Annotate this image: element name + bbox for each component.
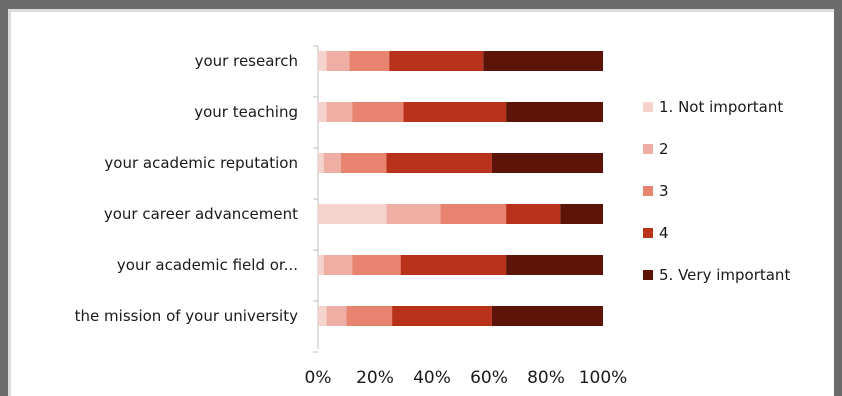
legend-swatch: [643, 186, 653, 196]
bar-segment: [349, 51, 390, 71]
legend-swatch: [643, 228, 653, 238]
bar-segment: [392, 306, 492, 326]
legend-label: 5. Very important: [659, 266, 790, 284]
bar-segment: [340, 153, 387, 173]
category-label: the mission of your university: [75, 307, 298, 325]
category-labels: your research your teaching your academic …: [75, 52, 298, 325]
bar-segment: [403, 102, 507, 122]
bar-segment: [386, 153, 492, 173]
legend-swatch: [643, 144, 653, 154]
bar-segment: [491, 153, 603, 173]
x-tick-label: 100%: [579, 368, 628, 388]
legend-label: 3: [659, 182, 669, 200]
bar-segment: [506, 102, 603, 122]
x-tick-label: 20%: [356, 368, 394, 388]
bar-segment: [326, 51, 350, 71]
x-tick-label: 40%: [413, 368, 451, 388]
bar-segment: [318, 255, 324, 275]
category-label: your academic reputation: [104, 154, 298, 172]
category-label: your academic field or...: [117, 256, 298, 274]
bar-segment: [318, 306, 327, 326]
bar-segment: [386, 204, 441, 224]
bar-segment: [491, 306, 603, 326]
bar-segment: [318, 51, 327, 71]
bar-segment: [318, 102, 327, 122]
legend-swatch: [643, 102, 653, 112]
category-label: your career advancement: [104, 205, 298, 223]
chart-bars: [318, 51, 603, 326]
bar-segment: [400, 255, 507, 275]
bar-segment: [560, 204, 603, 224]
bar-segment: [318, 153, 324, 173]
x-tick-label: 0%: [305, 368, 332, 388]
legend-swatch: [643, 270, 653, 280]
bar-segment: [440, 204, 507, 224]
bar-segment: [318, 204, 387, 224]
bar-segment: [326, 306, 347, 326]
chart-frame: [8, 9, 834, 396]
bar-segment: [323, 153, 341, 173]
bar-segment: [352, 255, 401, 275]
bar-segment: [506, 255, 603, 275]
x-tick-label: 60%: [470, 368, 508, 388]
legend-label: 2: [659, 140, 669, 158]
bar-segment: [326, 102, 353, 122]
bar-segment: [389, 51, 484, 71]
bar-segment: [483, 51, 603, 71]
bar-segment: [352, 102, 404, 122]
bar-segment: [346, 306, 393, 326]
x-tick-labels: 0% 20% 40% 60% 80% 100%: [305, 368, 628, 388]
category-label: your research: [195, 52, 298, 70]
chart-axis: [313, 45, 319, 353]
chart-legend: 1. Not important 2 3 4 5. Very important: [643, 98, 790, 284]
bar-segment: [323, 255, 353, 275]
category-label: your teaching: [194, 103, 298, 121]
legend-label: 4: [659, 224, 669, 242]
x-tick-label: 80%: [527, 368, 565, 388]
bar-segment: [506, 204, 561, 224]
legend-label: 1. Not important: [659, 98, 783, 116]
